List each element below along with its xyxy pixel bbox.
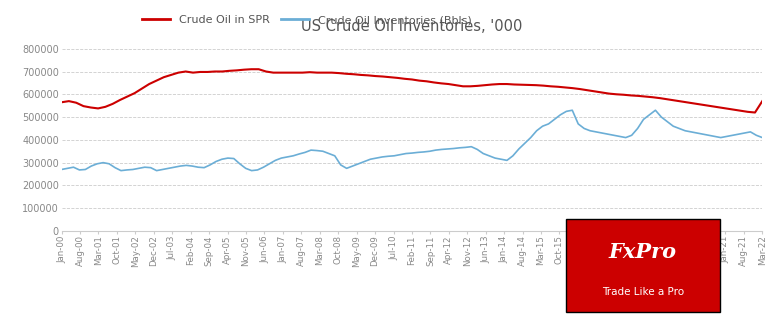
Legend: Crude Oil in SPR, Crude Oil Inventories (Bbls): Crude Oil in SPR, Crude Oil Inventories … [138, 11, 476, 30]
FancyBboxPatch shape [566, 219, 720, 312]
Text: Trade Like a Pro: Trade Like a Pro [602, 286, 684, 297]
Title: US Crude Oil Inventories, '000: US Crude Oil Inventories, '000 [301, 19, 523, 34]
Text: FxPro: FxPro [609, 242, 677, 262]
